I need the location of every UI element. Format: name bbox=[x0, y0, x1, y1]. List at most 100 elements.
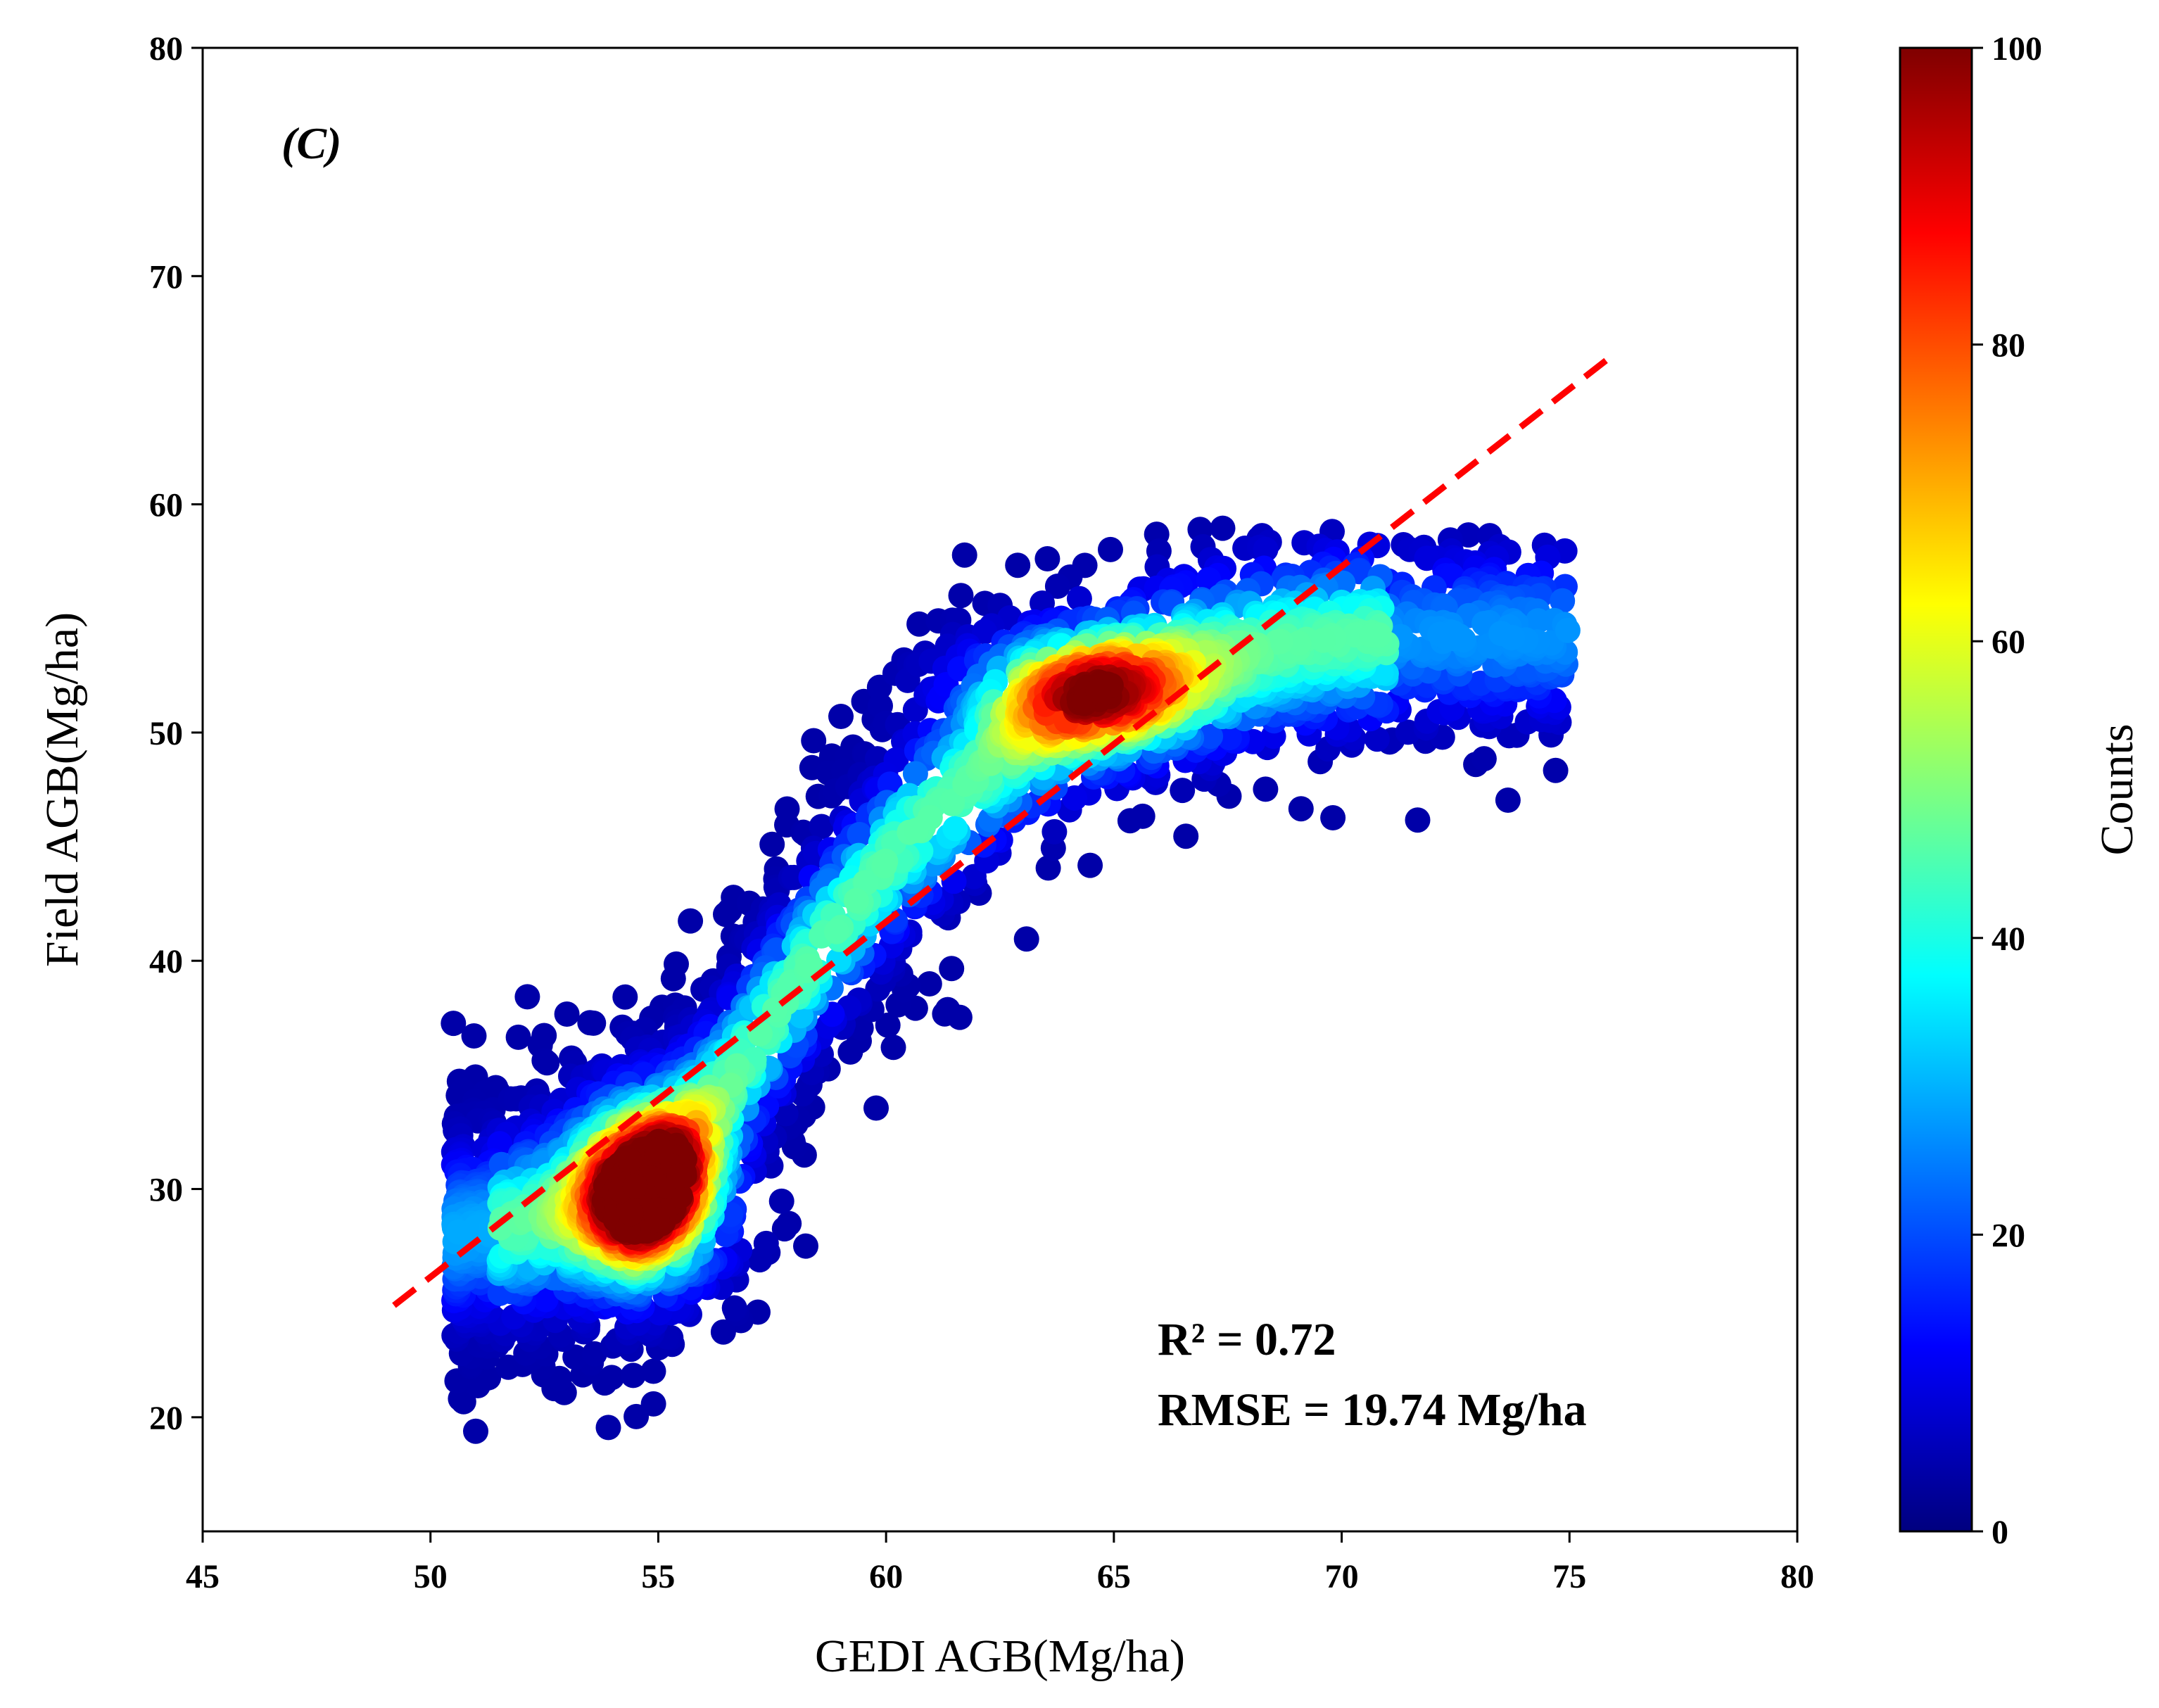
scatter-point bbox=[1034, 546, 1060, 571]
x-axis-ticks: 45 50 55 60 65 70 75 80 bbox=[186, 1531, 1814, 1595]
scatter-point bbox=[951, 542, 977, 568]
r2-label: R² = 0.72 bbox=[1158, 1314, 1336, 1365]
scatter-point bbox=[1288, 796, 1314, 822]
scatter-point bbox=[875, 1012, 901, 1038]
scatter-point bbox=[747, 1247, 773, 1273]
x-tick-label: 65 bbox=[1097, 1558, 1131, 1595]
scatter-point bbox=[1217, 725, 1242, 751]
scatter-point bbox=[972, 619, 998, 645]
scatter-point bbox=[1555, 617, 1581, 643]
x-axis-label: GEDI AGB(Mg/ha) bbox=[815, 1631, 1185, 1682]
scatter-point bbox=[1525, 608, 1551, 634]
scatter-point bbox=[461, 1023, 487, 1049]
colorbar bbox=[1899, 46, 1973, 1533]
scatter-point bbox=[1471, 746, 1497, 772]
scatter-point bbox=[644, 1207, 670, 1233]
y-axis-label: Field AGB(Mg/ha) bbox=[37, 612, 88, 967]
scatter-point bbox=[948, 583, 974, 609]
scatter-point bbox=[1359, 622, 1385, 648]
scatter-point bbox=[759, 831, 785, 857]
scatter-point bbox=[773, 1101, 799, 1127]
scatter-point bbox=[1005, 552, 1031, 578]
scatter-point bbox=[916, 971, 942, 997]
scatter-point bbox=[768, 1188, 794, 1214]
y-tick-label: 70 bbox=[149, 258, 183, 296]
scatter-point bbox=[942, 816, 968, 842]
scatter-point bbox=[1198, 723, 1224, 749]
colorbar-tick-label: 20 bbox=[1992, 1217, 2025, 1254]
scatter-point bbox=[678, 908, 704, 934]
scatter-point bbox=[514, 984, 540, 1010]
scatter-point bbox=[1170, 778, 1196, 804]
scatter-point bbox=[771, 1216, 797, 1242]
scatter-point bbox=[721, 1295, 747, 1321]
scatter-point bbox=[1414, 545, 1440, 571]
scatter-point bbox=[863, 1095, 889, 1121]
scatter-point bbox=[795, 953, 821, 979]
y-axis-ticks: 20 30 40 50 60 70 80 bbox=[149, 30, 203, 1437]
scatter-point bbox=[1253, 776, 1279, 802]
scatter-point bbox=[463, 1418, 488, 1444]
scatter-point bbox=[595, 1415, 621, 1441]
y-tick-label: 40 bbox=[149, 943, 183, 980]
y-tick-label: 80 bbox=[149, 30, 183, 68]
scatter-point bbox=[1013, 926, 1039, 952]
scatter-point bbox=[640, 1391, 666, 1417]
x-tick-label: 60 bbox=[869, 1558, 903, 1595]
scatter-point bbox=[1320, 805, 1346, 830]
scatter-point bbox=[710, 1319, 736, 1345]
y-tick-label: 60 bbox=[149, 487, 183, 524]
scatter-point bbox=[620, 1362, 646, 1388]
scatter-point bbox=[939, 956, 965, 982]
scatter-point bbox=[1129, 803, 1156, 829]
plot-frame bbox=[201, 46, 1799, 1533]
scatter-point bbox=[847, 821, 873, 847]
scatter-point bbox=[1062, 785, 1088, 811]
scatter-point bbox=[1488, 621, 1514, 647]
scatter-point bbox=[533, 1286, 559, 1312]
x-tick-label: 75 bbox=[1552, 1558, 1586, 1595]
y-tick-label: 20 bbox=[149, 1400, 183, 1437]
scatter-point bbox=[1253, 536, 1279, 562]
scatter-point bbox=[1066, 586, 1092, 612]
scatter-point bbox=[622, 1173, 648, 1199]
scatter-point bbox=[801, 728, 827, 754]
scatter-point bbox=[880, 1035, 906, 1061]
scatter-point bbox=[1085, 678, 1111, 704]
colorbar-tick-label: 80 bbox=[1992, 327, 2025, 365]
x-tick-label: 70 bbox=[1325, 1558, 1359, 1595]
scatter-point bbox=[790, 1081, 816, 1107]
scatter-point bbox=[599, 1365, 625, 1391]
x-tick-label: 45 bbox=[186, 1558, 220, 1595]
colorbar-ticks: 0 20 40 60 80 100 bbox=[1972, 30, 2042, 1551]
scatter-point bbox=[1446, 623, 1472, 649]
scatter-point bbox=[906, 611, 932, 637]
scatter-point bbox=[1077, 852, 1103, 878]
scatter-point bbox=[562, 1344, 588, 1370]
scatter-point bbox=[823, 918, 849, 944]
colorbar-tick-label: 60 bbox=[1992, 624, 2025, 661]
scatter-point bbox=[534, 1050, 560, 1076]
scatter-point bbox=[1310, 627, 1336, 653]
scatter-point bbox=[660, 966, 686, 992]
scatter-point bbox=[581, 1010, 607, 1036]
x-tick-label: 50 bbox=[414, 1558, 448, 1595]
scatter-point bbox=[441, 1011, 467, 1037]
scatter-point bbox=[1364, 726, 1390, 752]
scatter-point bbox=[1041, 818, 1068, 844]
colorbar-tick-label: 0 bbox=[1992, 1514, 2008, 1551]
scatter-point bbox=[505, 1024, 531, 1050]
scatter-point bbox=[616, 1147, 642, 1173]
scatter-point bbox=[666, 1163, 692, 1189]
regression-line bbox=[392, 358, 1608, 1308]
colorbar-tick-label: 100 bbox=[1992, 30, 2042, 68]
scatter-point bbox=[1173, 823, 1199, 849]
scatter-points bbox=[441, 515, 1581, 1444]
scatter-point bbox=[902, 761, 928, 787]
scatter-point bbox=[476, 1365, 502, 1391]
scatter-point bbox=[809, 814, 835, 840]
scatter-point bbox=[935, 997, 961, 1023]
colorbar-tick-label: 40 bbox=[1992, 921, 2025, 958]
scatter-point bbox=[917, 804, 943, 830]
